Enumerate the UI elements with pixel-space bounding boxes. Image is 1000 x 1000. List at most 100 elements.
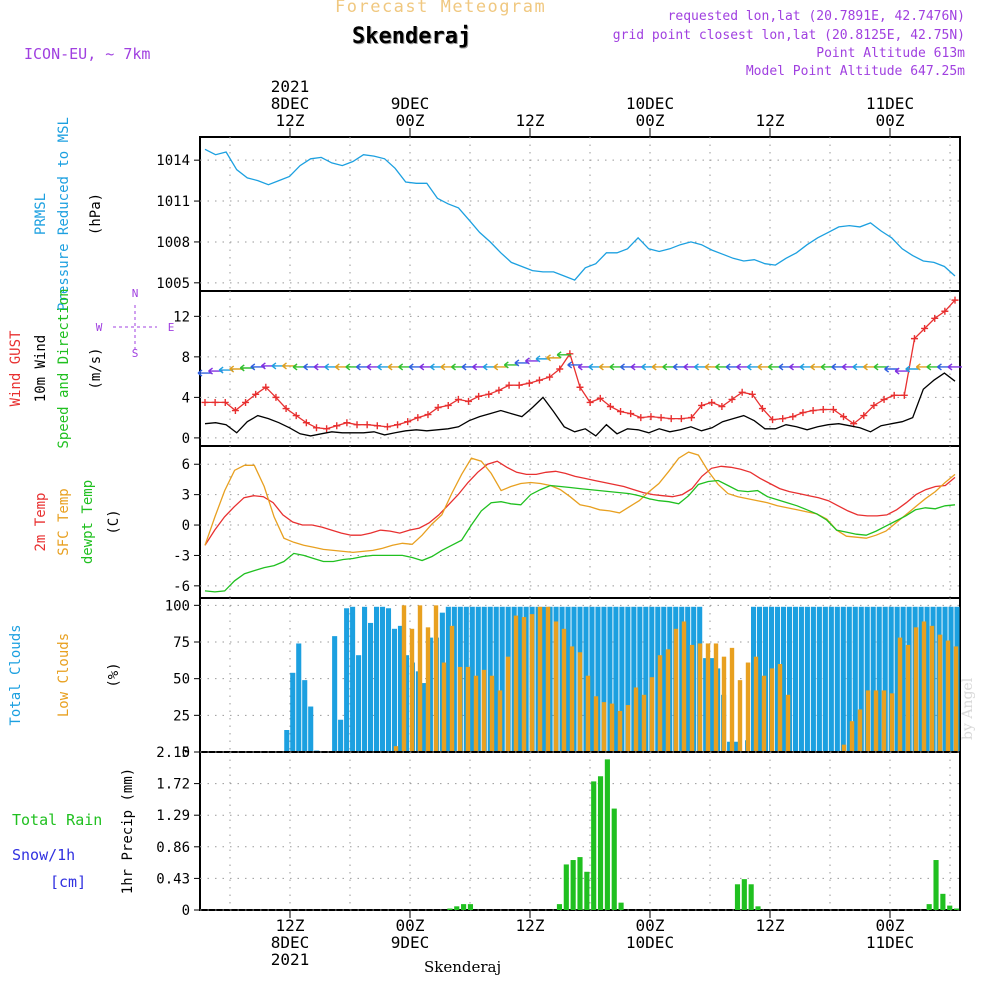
total-clouds-bar — [625, 606, 631, 752]
x-tick-top-label: 9DEC — [391, 94, 430, 113]
total-rain-bar — [604, 759, 610, 910]
total-clouds-bar — [451, 606, 457, 752]
x-tick-bottom-label: 2021 — [271, 950, 310, 969]
gust-marker — [323, 425, 331, 433]
total-clouds-bar — [332, 636, 338, 752]
wind-direction-arrow — [873, 363, 889, 371]
total-clouds-bar — [403, 655, 409, 752]
requested-coords: requested lon,lat (20.7891E, 42.7476N) — [667, 9, 965, 24]
total-rain-bar — [954, 908, 960, 910]
gust-marker — [292, 412, 300, 420]
total-clouds-bar — [350, 606, 356, 752]
gust-marker — [242, 398, 250, 406]
gust-marker — [687, 414, 695, 422]
gust-marker — [454, 395, 462, 403]
total-clouds-bar — [385, 608, 392, 752]
x-tick-bottom-label: 00Z — [396, 916, 425, 935]
low-clouds-bar — [841, 744, 847, 752]
sfc-temp-line — [204, 451, 956, 554]
total-rain-bar — [926, 904, 932, 910]
gridpoint-coords: grid point closest lon,lat (20.8125E, 42… — [612, 28, 965, 43]
gust-marker — [495, 386, 503, 394]
low-clouds-bar — [545, 606, 551, 752]
low-clouds-bar — [433, 605, 439, 752]
y-tick-label: 4 — [182, 390, 190, 406]
total-clouds-bar — [888, 606, 894, 752]
gust-marker — [201, 398, 209, 406]
y-tick-label: 1014 — [156, 153, 190, 169]
y-axis-label: SFC Temp — [56, 488, 72, 555]
total-rain-bar — [734, 884, 741, 910]
y-axis-label: 10m Wind — [33, 335, 49, 402]
total-clouds-bar — [924, 606, 930, 752]
total-clouds-bar — [798, 606, 804, 752]
y-tick-label: 1011 — [156, 194, 190, 210]
gust-marker — [718, 402, 726, 410]
low-clouds-bar — [953, 646, 959, 752]
gust-marker — [363, 421, 371, 429]
series-line — [204, 148, 956, 281]
y-axis-label: 2m Temp — [33, 492, 49, 551]
low-clouds-bar — [865, 690, 871, 752]
gust-marker — [231, 407, 239, 415]
wind-direction-arrow — [546, 354, 561, 362]
gust-marker — [525, 379, 533, 387]
x-tick-top-label: 8DEC — [271, 94, 310, 113]
x-tick-bottom-label: 11DEC — [866, 933, 914, 952]
low-clouds-bar — [945, 640, 951, 752]
total-clouds-bar — [870, 606, 876, 752]
gust-marker — [880, 395, 888, 403]
unit-label: (C) — [106, 509, 122, 534]
total-clouds-bar — [368, 622, 374, 752]
low-clouds-bar — [729, 647, 735, 752]
low-clouds-bar — [937, 634, 943, 752]
total-rain-bar — [556, 904, 563, 910]
compass-e: E — [168, 321, 175, 334]
panel-3: 0 25 50 75 100 Total Clouds Low Clouds (%) — [8, 597, 961, 761]
y-tick-label: 75 — [173, 635, 190, 651]
low-clouds-bar — [457, 666, 463, 752]
y-tick-label: -3 — [173, 548, 190, 564]
model-altitude: Model Point Altitude 647.25m — [745, 64, 965, 79]
total-clouds-bar — [493, 606, 499, 752]
gust-marker — [698, 401, 706, 409]
gust-marker — [627, 410, 635, 418]
x-tick-top-label: 12Z — [516, 111, 545, 130]
x-tick-top-label: 00Z — [636, 111, 665, 130]
x-tick-top-label: 12Z — [756, 111, 785, 130]
total-clouds-bar — [499, 606, 505, 752]
gust-marker — [596, 394, 604, 402]
y-tick-label: 1008 — [156, 235, 190, 251]
low-clouds-bar — [473, 675, 479, 752]
low-clouds-bar — [721, 656, 727, 752]
y-axis-label: Wind GUST — [8, 330, 24, 406]
location-title: Skenderaj — [352, 24, 472, 49]
gust-marker — [758, 405, 766, 413]
total-clouds-bar — [948, 606, 954, 752]
total-rain-bar — [947, 905, 953, 910]
x-tick-top-label: 00Z — [876, 111, 905, 130]
y-tick-label: 3 — [182, 488, 190, 504]
gust-marker — [840, 413, 848, 421]
x-tick-top-label: 10DEC — [626, 94, 674, 113]
total-clouds-bar — [469, 606, 475, 752]
y-tick-label: 8 — [182, 350, 190, 366]
gust-marker — [748, 390, 756, 398]
low-clouds-bar — [609, 703, 615, 752]
gust-marker — [890, 391, 898, 399]
point-altitude: Point Altitude 613m — [816, 46, 965, 61]
wind-direction-arrow — [514, 359, 529, 367]
total-rain-bar — [618, 902, 624, 910]
gust-marker — [394, 421, 402, 429]
gust-marker — [556, 365, 564, 373]
gust-marker — [657, 414, 665, 422]
gust-marker — [485, 390, 493, 398]
total-clouds-bar — [421, 683, 427, 752]
gust-marker — [414, 414, 422, 422]
gust-marker — [221, 398, 229, 406]
total-clouds-bar — [445, 606, 451, 752]
low-clouds-bar — [849, 721, 855, 752]
low-clouds-bar — [689, 644, 695, 752]
